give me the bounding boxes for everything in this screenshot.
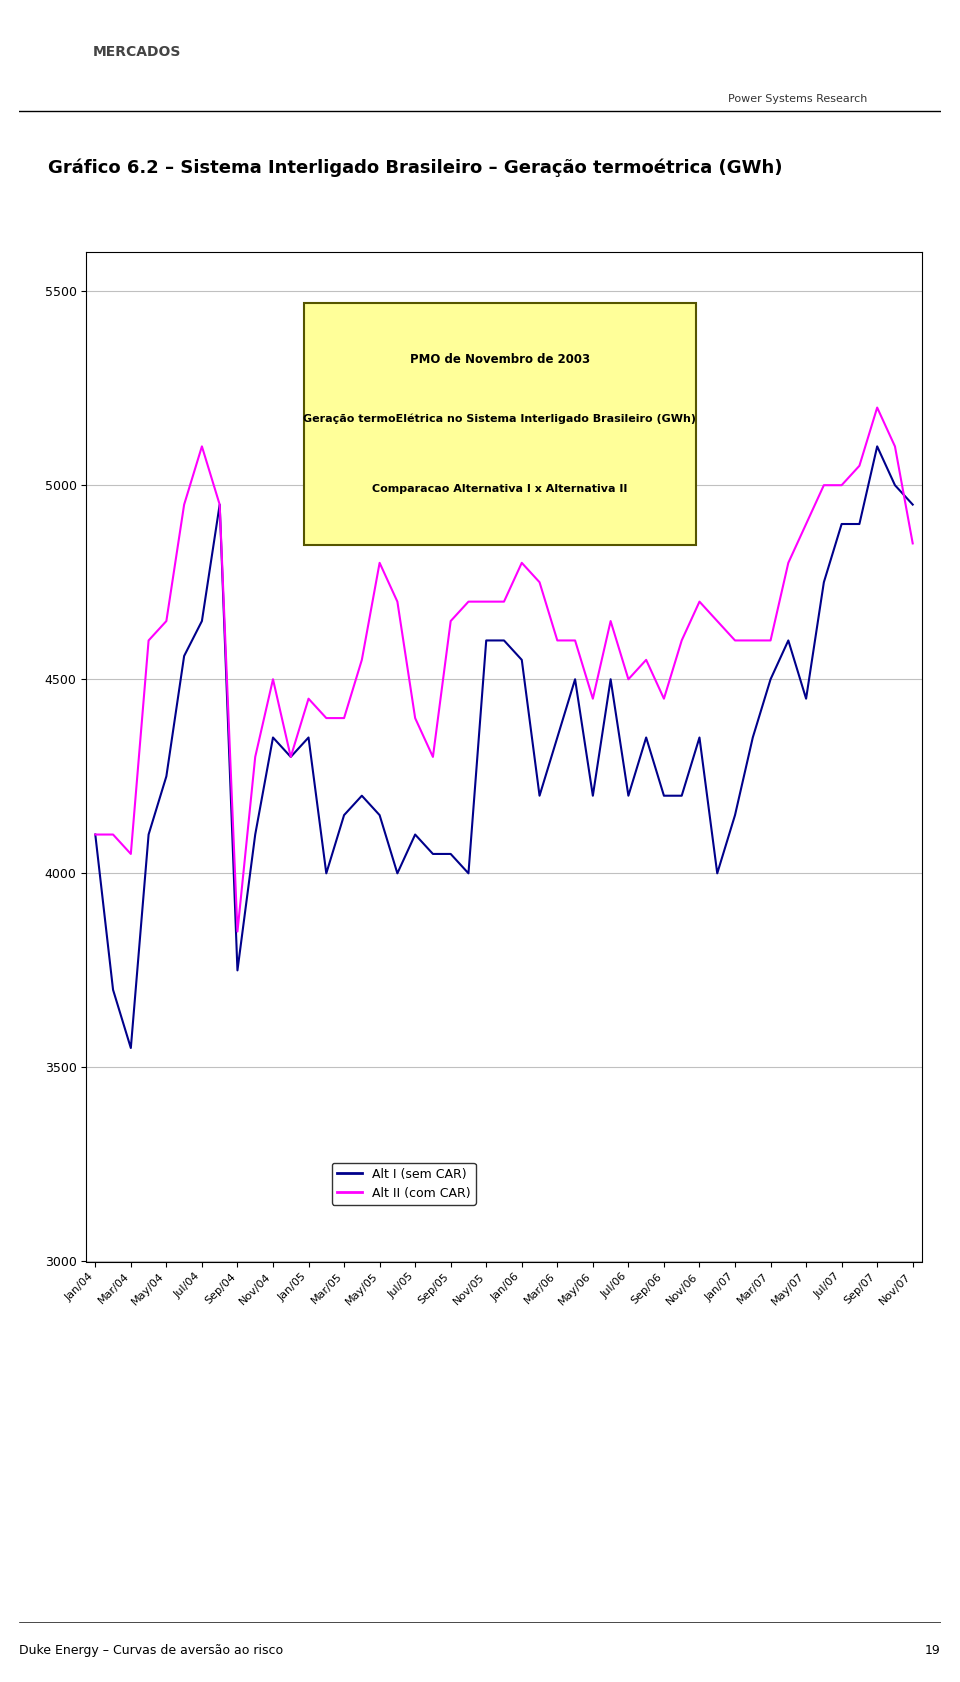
Text: 19: 19 bbox=[925, 1643, 941, 1657]
Text: Comparacao Alternativa I x Alternativa II: Comparacao Alternativa I x Alternativa I… bbox=[372, 484, 628, 495]
Legend: Alt I (sem CAR), Alt II (com CAR): Alt I (sem CAR), Alt II (com CAR) bbox=[332, 1162, 475, 1204]
Text: Gráfico 6.2 – Sistema Interligado Brasileiro – Geração termoétrica (GWh): Gráfico 6.2 – Sistema Interligado Brasil… bbox=[48, 160, 782, 177]
Text: PMO de Novembro de 2003: PMO de Novembro de 2003 bbox=[410, 353, 589, 367]
Text: Power Systems Research: Power Systems Research bbox=[728, 94, 867, 104]
Text: MERCADOS: MERCADOS bbox=[93, 45, 181, 59]
FancyBboxPatch shape bbox=[303, 303, 696, 545]
Text: Duke Energy – Curvas de aversão ao risco: Duke Energy – Curvas de aversão ao risco bbox=[19, 1643, 283, 1657]
Text: Geração termoElétrica no Sistema Interligado Brasileiro (GWh): Geração termoElétrica no Sistema Interli… bbox=[303, 414, 696, 424]
